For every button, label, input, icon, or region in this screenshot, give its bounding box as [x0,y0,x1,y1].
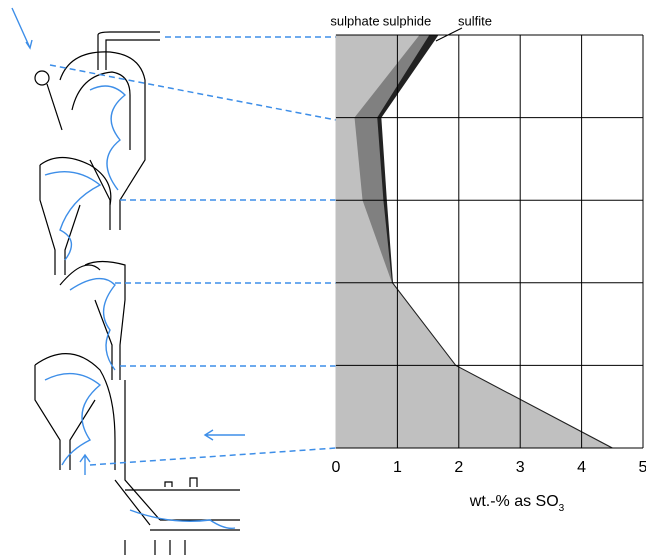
x-tick-label: 0 [332,459,341,476]
plant-diagram [11,7,337,555]
series-label: sulphate [330,13,379,28]
area [377,34,613,449]
x-tick-label: 2 [454,459,463,476]
x-tick-label: 4 [577,459,586,476]
x-axis-label: wt.-% as SO3 [469,493,565,513]
label-leader [435,27,463,42]
x-tick-label: 3 [516,459,525,476]
series-label: sulphide [383,13,431,28]
series-label: sulfite [458,13,492,28]
x-tick-label: 1 [393,459,402,476]
x-tick-label: 5 [639,459,646,476]
